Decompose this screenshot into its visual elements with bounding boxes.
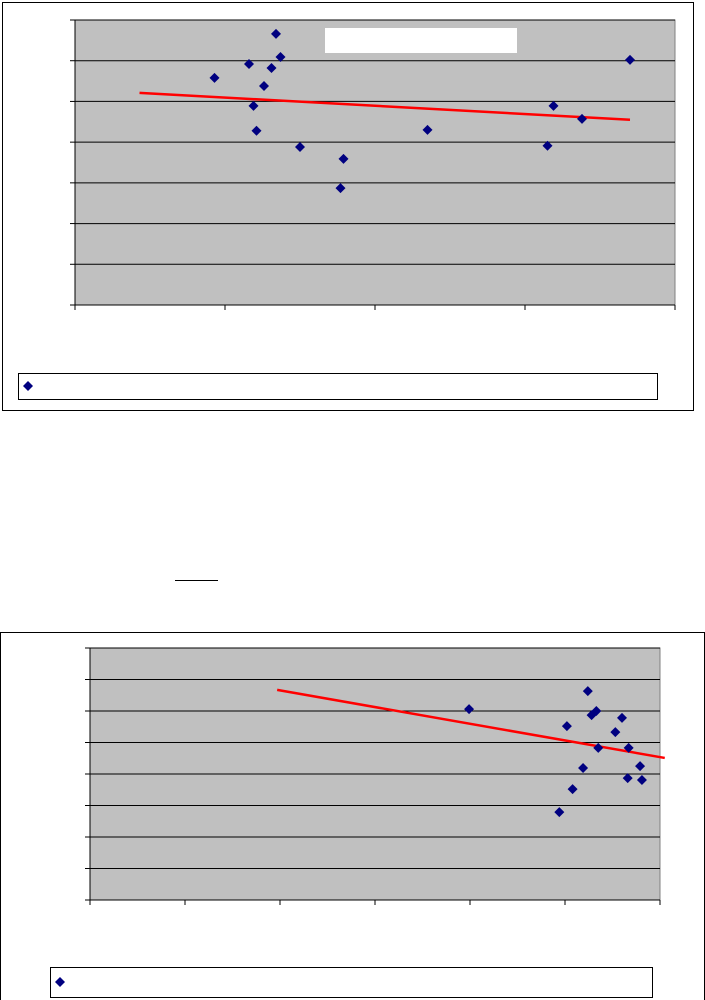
data-point: [266, 63, 277, 74]
data-point: [593, 742, 604, 753]
data-point: [338, 153, 349, 164]
data-point: [586, 710, 597, 721]
data-point: [554, 807, 565, 818]
data-point: [577, 113, 587, 124]
data-point: [209, 72, 220, 83]
data-point: [623, 742, 634, 753]
data-point: [567, 784, 578, 795]
trendline: [139, 91, 631, 121]
data-point: [271, 28, 281, 39]
data-point: [251, 125, 262, 136]
data-point: [622, 773, 633, 784]
data-point: [548, 100, 559, 111]
data-point: [578, 763, 589, 774]
title-box: [325, 28, 517, 53]
data-point: [259, 80, 269, 91]
data-point: [422, 124, 433, 135]
data-point: [244, 58, 254, 69]
data-point: [561, 721, 572, 732]
data-point: [248, 100, 259, 111]
legend-marker: [55, 977, 65, 987]
data-point: [625, 54, 635, 65]
data-point: [582, 686, 593, 697]
data-point: [617, 712, 627, 723]
data-point: [295, 142, 305, 153]
plot-area: [74, 19, 676, 306]
data-point: [542, 140, 553, 151]
legend: [50, 967, 653, 998]
data-point: [610, 727, 621, 738]
data-point: [335, 183, 346, 194]
charts: [18, 19, 676, 998]
data-point: [275, 52, 286, 63]
legend-marker: [23, 381, 33, 391]
legend: [18, 373, 658, 400]
data-point: [636, 774, 647, 785]
data-point: [464, 704, 475, 715]
data-point: [635, 761, 646, 772]
